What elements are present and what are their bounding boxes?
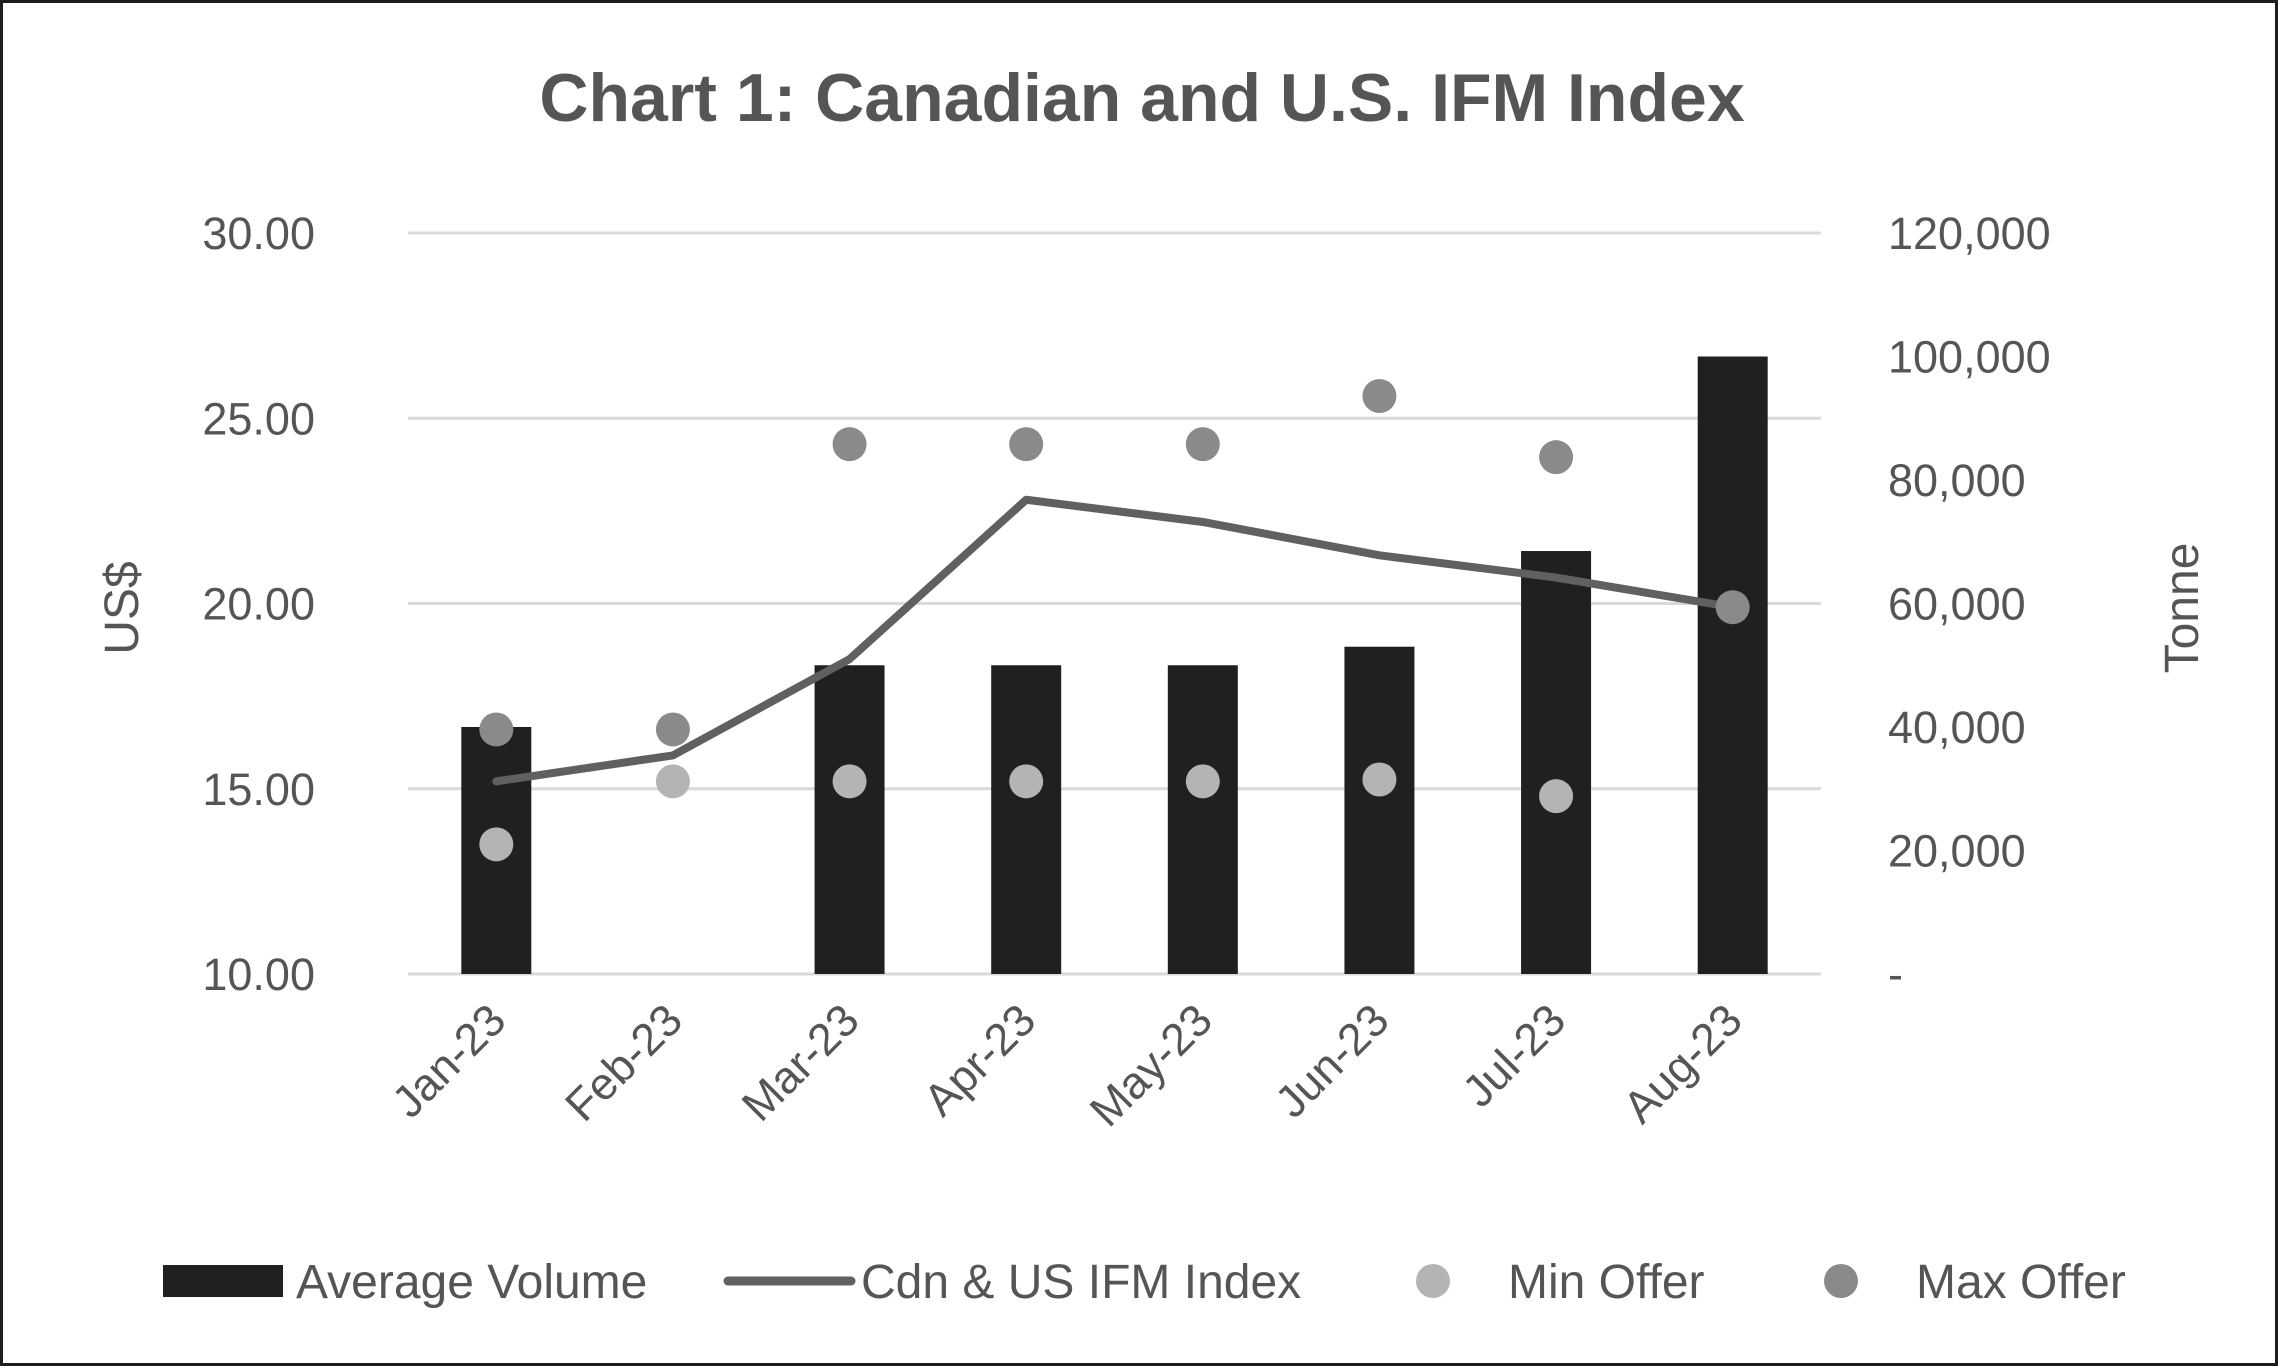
right-axis-ticks: - 20,000 40,000 60,000 80,000 100,000 120,000: [1888, 208, 2051, 1000]
scatter-series: [479, 379, 1750, 862]
point-max-offer: [1362, 379, 1397, 414]
point-min-offer: [1539, 779, 1574, 814]
point-max-offer: [479, 712, 514, 747]
point-max-offer: [832, 427, 867, 462]
x-tick-label: Jul-23: [1452, 994, 1575, 1117]
point-max-offer: [1715, 590, 1750, 625]
bar-average-volume: [1521, 551, 1592, 974]
line-series: [492, 495, 1737, 786]
bar-series: [461, 356, 1768, 974]
point-min-offer: [655, 764, 690, 799]
point-min-offer: [1185, 764, 1220, 799]
point-max-offer: [1185, 427, 1220, 462]
right-tick-label: 120,000: [1888, 208, 2051, 259]
bar-average-volume: [1167, 665, 1238, 974]
right-tick-label: 100,000: [1888, 332, 2051, 383]
legend-label-ifm-index: Cdn & US IFM Index: [861, 1256, 1301, 1309]
legend-label-max-offer: Max Offer: [1916, 1256, 2126, 1309]
point-max-offer: [655, 712, 690, 747]
right-tick-label: -: [1888, 949, 1903, 1000]
left-tick-label: 30.00: [202, 208, 315, 259]
left-axis-ticks: 10.00 15.00 20.00 25.00 30.00: [202, 208, 315, 1000]
left-tick-label: 10.00: [202, 949, 315, 1000]
ifm-index-chart: Chart 1: Canadian and U.S. IFM Index 10.…: [96, 60, 2209, 1309]
point-max-offer: [1009, 427, 1044, 462]
x-tick-label: Apr-23: [914, 994, 1046, 1126]
x-tick-label: May-23: [1080, 994, 1222, 1136]
line-cdn-us-ifm-index: [492, 495, 1737, 786]
legend-label-min-offer: Min Offer: [1508, 1256, 1705, 1309]
point-min-offer: [479, 827, 514, 862]
left-tick-label: 15.00: [202, 764, 315, 815]
right-tick-label: 60,000: [1888, 579, 2026, 630]
x-tick-label: Aug-23: [1613, 994, 1752, 1133]
right-tick-label: 80,000: [1888, 455, 2026, 506]
point-min-offer: [1362, 762, 1397, 797]
left-axis-label: US$: [96, 561, 149, 654]
right-axis-label: Tonne: [2156, 543, 2209, 674]
left-tick-label: 25.00: [202, 393, 315, 444]
x-tick-label: Jun-23: [1265, 994, 1398, 1127]
legend-label-average-volume: Average Volume: [296, 1256, 647, 1309]
bar-average-volume: [1344, 646, 1415, 974]
point-max-offer: [1539, 440, 1574, 475]
bar-average-volume: [814, 665, 885, 974]
right-tick-label: 40,000: [1888, 702, 2026, 753]
legend: Average Volume Cdn & US IFM Index Min Offe…: [163, 1256, 2126, 1309]
right-tick-label: 20,000: [1888, 826, 2026, 877]
gridlines: [408, 231, 1821, 976]
x-tick-label: Feb-23: [555, 994, 692, 1131]
point-min-offer: [1009, 764, 1044, 799]
x-tick-label: Mar-23: [732, 994, 869, 1131]
x-tick-label: Jan-23: [382, 994, 515, 1127]
legend-swatch-max-offer: [1824, 1264, 1858, 1298]
point-min-offer: [832, 764, 867, 799]
x-axis-ticks: Jan-23 Feb-23 Mar-23 Apr-23 May-23 Jun-23 Jul-…: [382, 994, 1752, 1136]
left-tick-label: 20.00: [202, 579, 315, 630]
legend-swatch-average-volume: [163, 1265, 283, 1297]
bar-average-volume: [1697, 356, 1768, 974]
legend-swatch-min-offer: [1416, 1264, 1450, 1298]
bar-average-volume: [991, 665, 1062, 974]
chart-title: Chart 1: Canadian and U.S. IFM Index: [539, 60, 1744, 136]
